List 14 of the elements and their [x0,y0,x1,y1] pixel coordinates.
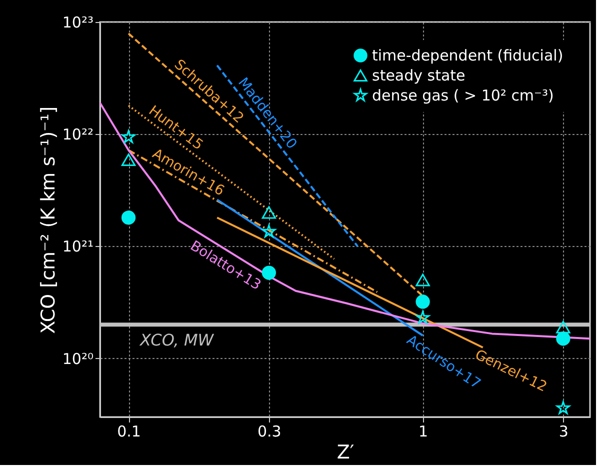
x-tick-label: 3 [558,422,568,440]
x-axis-title: Z′ [336,442,354,464]
y-tick-label: 10²³ [62,14,94,32]
y-tick-label: 10²⁰ [62,350,94,368]
legend-label: time-dependent (fiducial) [372,46,564,64]
legend-label: dense gas ( > 10² cm⁻³) [372,86,554,104]
x-tick-label: 1 [418,422,428,440]
y-tick-label: 10²² [62,126,94,144]
legend-label: steady state [372,66,466,84]
ref-line-label: XCO, MW [139,330,215,350]
x-tick-label: 0.3 [257,422,282,440]
x-tick-label: 0.1 [117,422,141,440]
y-axis-title: XCO [cm⁻² (K km s⁻¹)⁻¹] [37,106,60,334]
y-tick-label: 10²¹ [62,238,94,256]
